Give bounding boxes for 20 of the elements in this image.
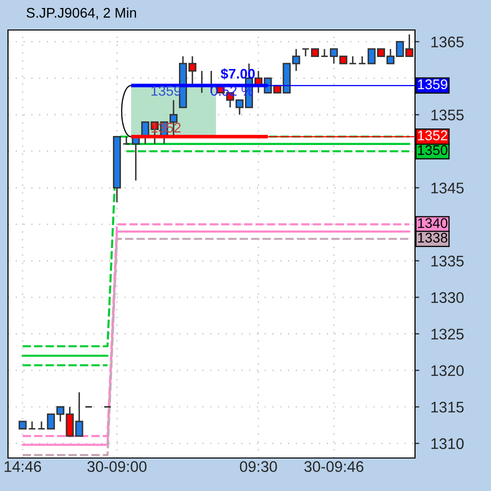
y-tick-label: 1365 [431, 36, 464, 48]
ref-line-label: 1359 [418, 79, 448, 90]
data-label: 1350 [418, 145, 448, 155]
y-tick-label: 1345 [431, 182, 464, 194]
y-tick-label: 1335 [431, 256, 464, 266]
annotation: 1352 [152, 122, 181, 133]
chart-title: S.JP.J9064, 2 Min [26, 8, 136, 20]
y-tick-label: 1355 [431, 110, 464, 120]
data-label: 1338 [418, 232, 448, 243]
ref-line-label: 1352 [418, 130, 448, 140]
x-tick-label: 30-09:00 [87, 461, 147, 472]
x-tick-label: 30-09:46 [304, 461, 364, 472]
data-label: 1340 [418, 218, 448, 228]
y-tick-label: 1315 [431, 402, 464, 413]
y-tick-label: 1310 [431, 438, 464, 450]
y-tick-label: 1330 [431, 292, 464, 304]
y-tick-label: 1320 [431, 365, 464, 376]
y-tick-label: 1325 [431, 328, 464, 340]
x-tick-label: 09:30 [240, 461, 277, 472]
x-tick-label: 14:46 [4, 461, 42, 472]
